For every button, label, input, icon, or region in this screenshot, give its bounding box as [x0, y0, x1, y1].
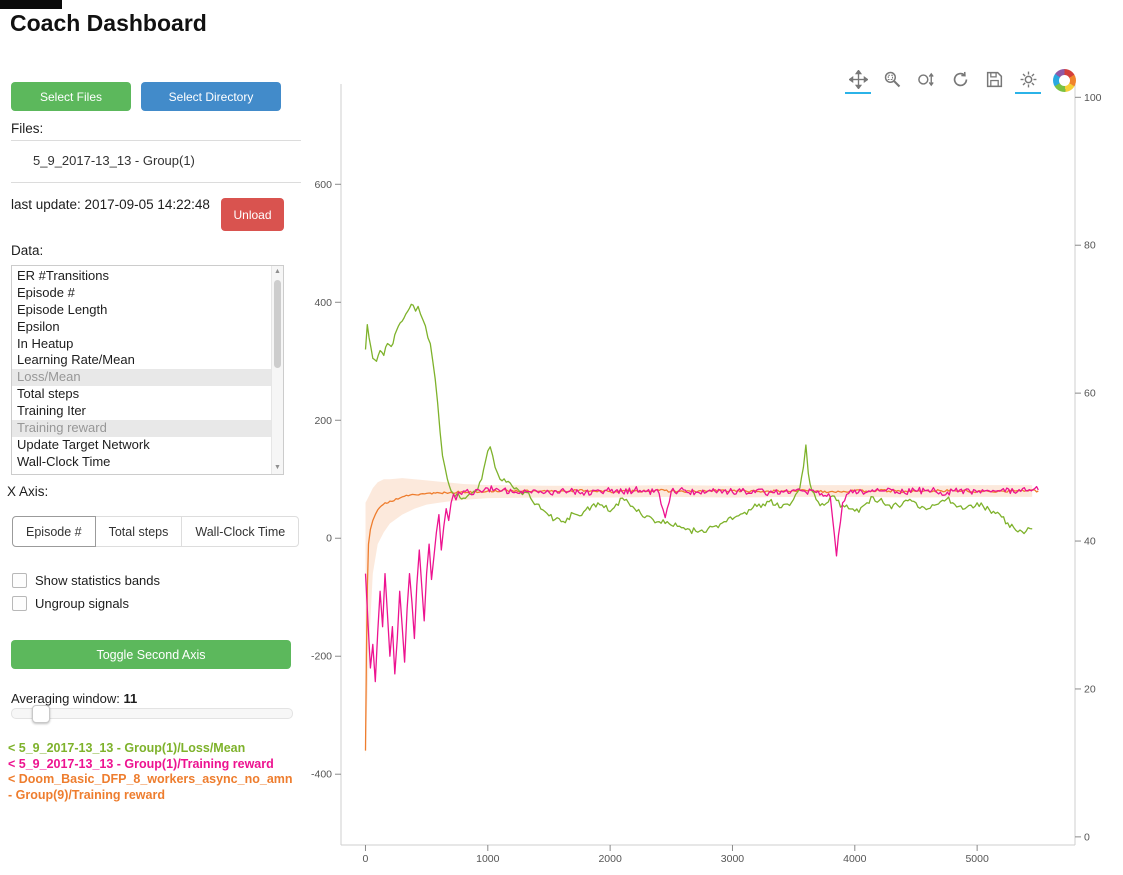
svg-text:-200: -200 — [311, 651, 332, 663]
bokeh-logo-icon[interactable] — [1053, 69, 1076, 92]
select-directory-button[interactable]: Select Directory — [141, 82, 281, 111]
data-list-item[interactable]: Learning Rate/Mean — [17, 352, 135, 368]
save-tool-button[interactable] — [981, 67, 1007, 94]
svg-text:0: 0 — [1084, 831, 1090, 843]
checkbox[interactable] — [12, 573, 27, 588]
box-zoom-tool-button[interactable] — [879, 67, 905, 94]
x-axis-option[interactable]: Wall-Clock Time — [181, 516, 300, 547]
checkbox-row: Show statistics bands — [12, 569, 160, 592]
x-axis-button-group: Episode # Total steps Wall-Clock Time — [12, 516, 300, 547]
slider-thumb[interactable] — [32, 705, 50, 723]
series-line-1 — [364, 485, 1039, 683]
scrollbar-down-icon[interactable]: ▼ — [274, 464, 281, 471]
data-list-item[interactable]: In Heatup — [17, 335, 74, 351]
legend-item[interactable]: < 5_9_2017-13_13 - Group(1)/Loss/Mean — [8, 741, 246, 755]
svg-text:200: 200 — [314, 415, 332, 427]
unload-button[interactable]: Unload — [221, 198, 284, 231]
checkbox[interactable] — [12, 596, 27, 611]
x-axis-option[interactable]: Total steps — [94, 516, 183, 547]
data-list-item[interactable]: Training reward — [12, 420, 283, 437]
checkbox-area: Show statistics bands Ungroup signals — [12, 569, 160, 615]
data-list-item[interactable]: ER #Transitions — [17, 268, 109, 283]
svg-text:400: 400 — [314, 297, 332, 309]
top-left-artifact — [0, 0, 62, 9]
data-list-item[interactable]: Loss/Mean — [12, 369, 283, 387]
svg-text:5000: 5000 — [965, 853, 989, 865]
reset-tool-icon — [953, 71, 967, 87]
legend-item[interactable]: < 5_9_2017-13_13 - Group(1)/Training rew… — [8, 756, 274, 771]
series-line-2 — [364, 488, 1039, 751]
plot-toolbar — [845, 67, 1076, 94]
series-band-2 — [365, 478, 1033, 757]
svg-text:4000: 4000 — [843, 853, 867, 865]
averaging-window-label: Averaging window: — [11, 691, 120, 706]
save-tool-icon — [986, 71, 1002, 88]
data-label: Data: — [11, 243, 44, 258]
pan-tool-icon — [848, 70, 868, 89]
scrollbar-up-icon[interactable]: ▲ — [274, 268, 281, 275]
legend: < 5_9_2017-13_13 - Group(1)/Loss/Mean < 5… — [8, 741, 298, 803]
data-list-item[interactable]: Wall-Clock Time — [17, 453, 111, 469]
files-list[interactable]: 5_9_2017-13_13 - Group(1) — [11, 140, 301, 183]
checkbox-row: Ungroup signals — [12, 592, 160, 615]
svg-text:0: 0 — [363, 853, 369, 865]
svg-text:60: 60 — [1084, 388, 1096, 400]
chart-area: -400 -200 0 200 400 600 0 20 40 60 80 100 0 1000 2000 3… — [305, 70, 1117, 872]
svg-text:1000: 1000 — [476, 853, 500, 865]
checkbox-label: Ungroup signals — [35, 596, 129, 611]
svg-text:600: 600 — [314, 179, 332, 191]
svg-text:100: 100 — [1084, 92, 1102, 104]
checkbox-label: Show statistics bands — [35, 573, 161, 588]
files-label: Files: — [11, 121, 44, 136]
x-axis-option[interactable]: Episode # — [12, 516, 96, 547]
legend-item[interactable]: < Doom_Basic_DFP_8_workers_async_no_amn … — [8, 772, 293, 802]
x-axis-label: X Axis: — [7, 484, 49, 499]
hover-tool-button[interactable] — [1015, 67, 1041, 94]
svg-text:40: 40 — [1084, 536, 1096, 548]
svg-text:80: 80 — [1084, 240, 1096, 252]
file-item[interactable]: 5_9_2017-13_13 - Group(1) — [33, 153, 195, 168]
averaging-window-row: Averaging window: 11 — [11, 691, 137, 706]
scrollbar-thumb[interactable] — [273, 280, 281, 368]
select-files-button[interactable]: Select Files — [11, 82, 131, 111]
averaging-window-value: 11 — [123, 691, 138, 706]
svg-text:3000: 3000 — [721, 853, 745, 865]
svg-text:2000: 2000 — [598, 853, 622, 865]
toggle-second-axis-button[interactable]: Toggle Second Axis — [11, 640, 291, 669]
data-list-item[interactable]: Update Target Network — [17, 436, 150, 452]
data-list-item[interactable]: Episode Length — [17, 301, 108, 317]
data-list-item[interactable]: Total steps — [17, 386, 80, 402]
hover-tool-icon — [1020, 71, 1036, 88]
averaging-window-slider[interactable] — [11, 705, 293, 723]
data-list-item[interactable]: Episode # — [17, 284, 75, 300]
reset-tool-button[interactable] — [947, 67, 973, 94]
svg-text:0: 0 — [326, 533, 332, 545]
svg-text:-400: -400 — [311, 769, 332, 781]
wheel-zoom-tool-icon — [917, 72, 934, 87]
box-zoom-tool-icon — [884, 71, 900, 88]
svg-text:20: 20 — [1084, 683, 1096, 695]
page-title: Coach Dashboard — [10, 10, 207, 36]
last-update-text: last update: 2017-09-05 14:22:48 — [11, 197, 210, 212]
scrollbar[interactable]: ▲ ▼ — [271, 266, 283, 474]
data-list-item[interactable]: Training Iter — [17, 403, 86, 419]
data-listbox[interactable]: ER #Transitions Episode # Episode Length Ep… — [11, 265, 284, 475]
data-list-item[interactable]: Epsilon — [17, 318, 60, 334]
pan-tool-button[interactable] — [845, 67, 871, 94]
wheel-zoom-tool-button[interactable] — [913, 67, 939, 94]
